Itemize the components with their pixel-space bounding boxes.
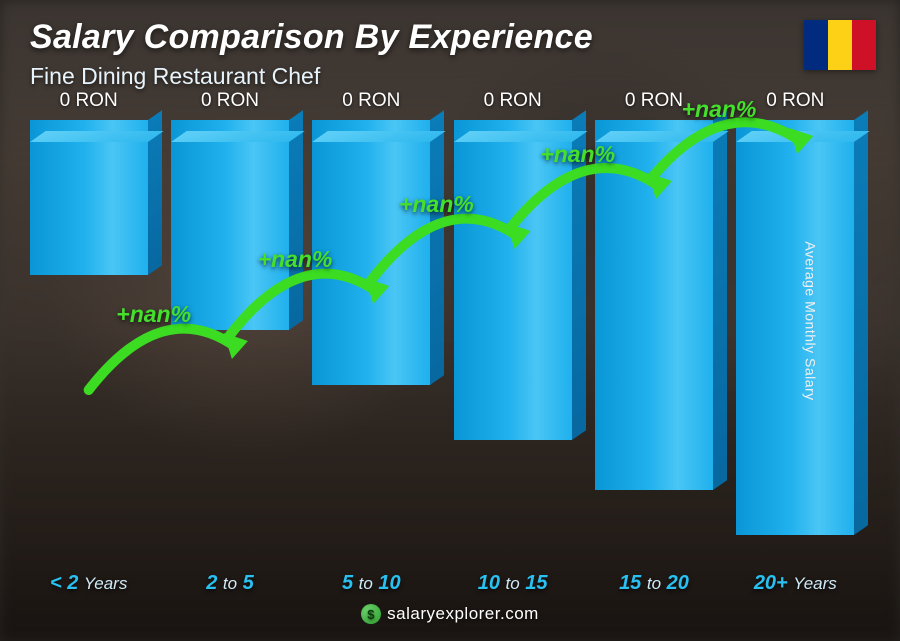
x-axis-label: < 2 Years	[24, 572, 153, 595]
country-flag	[804, 20, 876, 70]
header: Salary Comparison By Experience Fine Din…	[30, 18, 870, 90]
flag-stripe-2	[828, 20, 852, 70]
x-axis-label: 20+ Years	[731, 572, 860, 595]
footer-text: salaryexplorer.com	[387, 604, 539, 624]
flag-stripe-3	[852, 20, 876, 70]
chart-subtitle: Fine Dining Restaurant Chef	[30, 63, 870, 90]
y-axis-label: Average Monthly Salary	[802, 241, 818, 400]
x-axis-label: 10 to 15	[448, 572, 577, 595]
pct-change-label: +nan%	[540, 141, 615, 168]
x-axis-label: 15 to 20	[589, 572, 718, 595]
growth-arrow	[24, 120, 860, 563]
x-axis-label: 5 to 10	[307, 572, 436, 595]
salaryexplorer-icon	[361, 604, 381, 624]
pct-change-label: +nan%	[399, 191, 474, 218]
flag-stripe-1	[804, 20, 828, 70]
x-axis-label: 2 to 5	[165, 572, 294, 595]
pct-change-label: +nan%	[682, 96, 757, 123]
chart-area: 0 RON0 RON0 RON0 RON0 RON0 RON +nan%+nan…	[24, 120, 860, 563]
footer-brand: salaryexplorer.com	[361, 604, 539, 624]
pct-change-label: +nan%	[116, 301, 191, 328]
pct-change-label: +nan%	[258, 246, 333, 273]
chart-title: Salary Comparison By Experience	[30, 18, 870, 57]
footer: salaryexplorer.com	[0, 604, 900, 629]
x-axis-labels: < 2 Years 2 to 5 5 to 10 10 to 15 15 to 20 20…	[24, 572, 860, 595]
